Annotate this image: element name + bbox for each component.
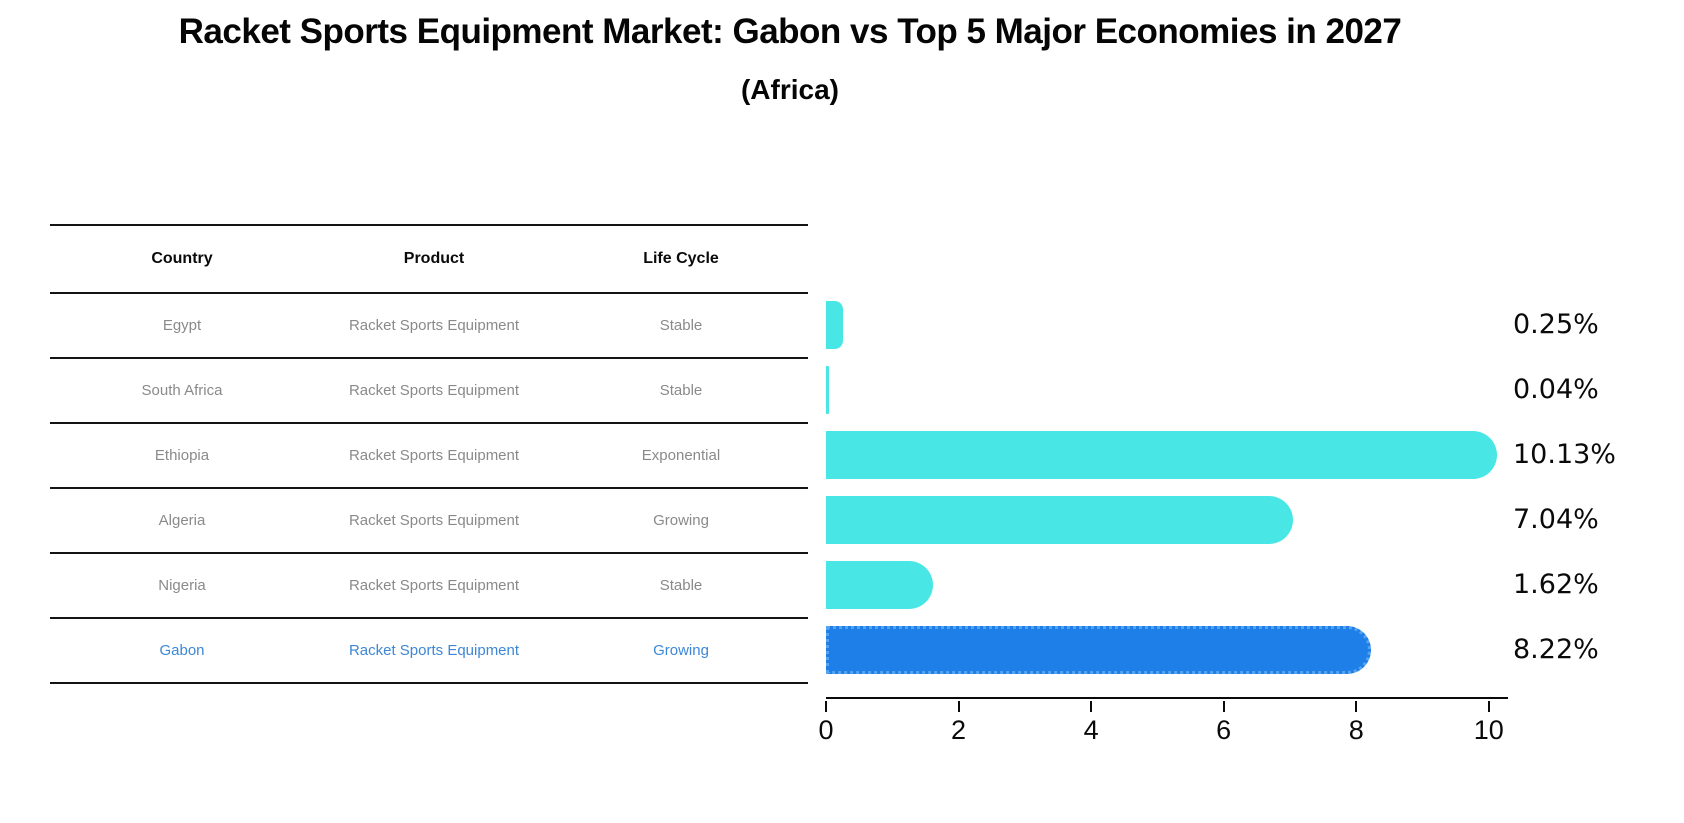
country-cell: South Africa <box>141 382 223 399</box>
x-tick-label: 4 <box>1083 715 1099 745</box>
bar <box>826 626 1371 674</box>
bar-row <box>826 626 1371 674</box>
x-tick <box>1487 701 1490 712</box>
product-cell: Racket Sports Equipment <box>348 447 520 464</box>
page-title: Racket Sports Equipment Market: Gabon vs… <box>178 12 1402 51</box>
value-label: 0.25% <box>1513 309 1599 340</box>
value-label: 0.04% <box>1513 374 1599 405</box>
header-lifecycle: Life Cycle <box>643 250 719 267</box>
bar <box>826 431 1498 479</box>
table-row: Algeria Racket Sports Equipment Growing <box>50 489 808 554</box>
bar-row <box>826 431 1498 479</box>
product-cell: Racket Sports Equipment <box>348 317 520 334</box>
product-cell: Racket Sports Equipment <box>348 642 520 659</box>
bar <box>826 366 829 414</box>
bar-row <box>826 366 829 414</box>
lifecycle-cell: Stable <box>659 317 703 334</box>
x-tick <box>1090 701 1093 712</box>
bar-row <box>826 301 843 349</box>
bar-row <box>826 561 934 609</box>
table-row: Gabon Racket Sports Equipment Growing <box>50 619 808 684</box>
country-cell: Gabon <box>159 642 205 659</box>
x-tick-label: 0 <box>818 715 834 745</box>
country-cell: Ethiopia <box>154 447 210 464</box>
lifecycle-cell: Growing <box>653 642 709 659</box>
x-tick <box>825 701 827 712</box>
bar <box>826 496 1293 544</box>
x-tick <box>1222 701 1225 712</box>
table-row: Ethiopia Racket Sports Equipment Exponen… <box>50 424 808 489</box>
table-row: Nigeria Racket Sports Equipment Stable <box>50 554 808 619</box>
bar-row <box>826 496 1293 544</box>
value-label: 7.04% <box>1513 504 1599 535</box>
x-tick <box>957 701 960 712</box>
country-cell: Egypt <box>162 317 202 334</box>
title-block: Racket Sports Equipment Market: Gabon vs… <box>0 0 1580 106</box>
x-tick-label: 2 <box>951 715 967 745</box>
product-cell: Racket Sports Equipment <box>348 512 520 529</box>
value-label: 1.62% <box>1513 569 1599 600</box>
table-row: Egypt Racket Sports Equipment Stable <box>50 294 808 359</box>
value-label: 10.13% <box>1513 439 1616 470</box>
x-axis: 0 2 4 6 8 10 <box>818 697 1508 745</box>
bar <box>826 561 934 609</box>
table-header-row: Country Product Life Cycle <box>50 224 808 294</box>
x-tick <box>1355 701 1358 712</box>
product-cell: Racket Sports Equipment <box>348 577 520 594</box>
lifecycle-cell: Exponential <box>641 447 721 464</box>
country-cell: Nigeria <box>158 577 206 594</box>
x-tick-label: 6 <box>1216 715 1232 745</box>
product-cell: Racket Sports Equipment <box>348 382 520 399</box>
x-tick-label: 10 <box>1473 715 1504 745</box>
value-label: 8.22% <box>1513 634 1599 665</box>
lifecycle-cell: Stable <box>659 382 703 399</box>
header-country: Country <box>151 250 213 267</box>
x-tick-label: 8 <box>1348 715 1364 745</box>
country-cell: Algeria <box>158 512 206 529</box>
lifecycle-cell: Growing <box>653 512 709 529</box>
header-product: Product <box>403 250 465 267</box>
lifecycle-cell: Stable <box>659 577 703 594</box>
table-row: South Africa Racket Sports Equipment Sta… <box>50 359 808 424</box>
page-subtitle: (Africa) <box>740 74 839 105</box>
data-table: Country Product Life Cycle Egypt Racket … <box>50 224 808 684</box>
bar <box>826 301 843 349</box>
